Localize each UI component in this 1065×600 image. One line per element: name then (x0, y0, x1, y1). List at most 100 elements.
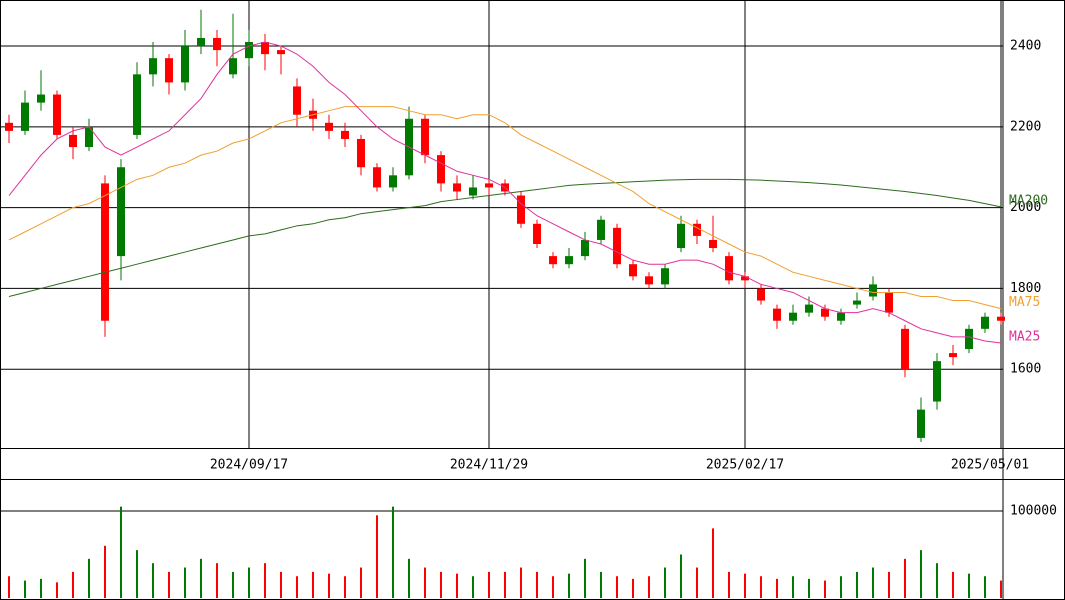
candle-body (213, 37, 221, 51)
candle-body (21, 102, 29, 131)
candle-body (677, 223, 685, 249)
volume-bar (776, 578, 778, 598)
candle-body (421, 118, 429, 156)
volume-bar (648, 576, 650, 598)
candle-body (821, 308, 829, 317)
volume-bar (760, 576, 762, 598)
volume-bar (920, 550, 922, 598)
candle-body (981, 316, 989, 329)
volume-bar (696, 567, 698, 598)
candle-body (757, 288, 765, 301)
volume-bar (840, 576, 842, 598)
candle-body (229, 58, 237, 75)
y-tick-label: 1600 (1010, 362, 1041, 377)
volume-bar (328, 573, 330, 598)
candle-body (357, 138, 365, 168)
volume-bar (872, 567, 874, 598)
candle-body (277, 50, 285, 55)
volume-bar (344, 576, 346, 598)
volume-bar (280, 571, 282, 598)
candle-body (5, 122, 13, 131)
candle-body (533, 223, 541, 244)
candle-body (549, 256, 557, 265)
volume-bar (712, 528, 714, 598)
candle-body (997, 316, 1005, 321)
legend-label: MA25 (1009, 329, 1040, 344)
candle-body (37, 94, 45, 103)
volume-bar (8, 576, 10, 598)
volume-bar (440, 571, 442, 598)
volume-bar (616, 576, 618, 598)
candle-body (389, 175, 397, 188)
volume-bar (472, 576, 474, 598)
candle-body (869, 284, 877, 297)
candle-body (261, 42, 269, 55)
volume-bar (600, 571, 602, 598)
candle-body (101, 183, 109, 321)
volume-bar (312, 571, 314, 598)
ma-line (8, 106, 1002, 310)
candle-body (437, 155, 445, 184)
volume-bar (632, 578, 634, 598)
volume-bar (104, 545, 106, 598)
volume-bar (728, 571, 730, 598)
candle-body (837, 312, 845, 321)
candle-body (245, 42, 253, 59)
candle-body (805, 304, 813, 313)
candle-body (741, 276, 749, 281)
volume-bar (904, 558, 906, 598)
volume-bar (56, 582, 58, 598)
candle-body (117, 167, 125, 257)
volume-bar (184, 567, 186, 598)
volume-bar (520, 567, 522, 598)
candle-body (565, 256, 573, 265)
volume-bar (232, 571, 234, 598)
candle-body (885, 292, 893, 313)
volume-bar (504, 571, 506, 598)
y-tick-label: 2400 (1010, 39, 1041, 54)
volume-bar (376, 515, 378, 598)
y-tick-label: 2200 (1010, 119, 1041, 134)
volume-bar (40, 578, 42, 598)
volume-bar (200, 558, 202, 598)
volume-bar (1000, 580, 1002, 598)
candle-body (149, 58, 157, 75)
candle-body (341, 130, 349, 139)
volume-bar (488, 571, 490, 598)
candle-body (613, 227, 621, 265)
candle-body (325, 122, 333, 131)
x-tick-label: 2025/05/01 (951, 458, 1029, 473)
candle-body (293, 86, 301, 115)
volume-bar (792, 576, 794, 598)
volume-bar (392, 506, 394, 598)
volume-bar (264, 563, 266, 598)
volume-bar (968, 573, 970, 598)
volume-bar (120, 506, 122, 598)
x-tick-label: 2025/02/17 (706, 458, 784, 473)
y-tick-label: 2000 (1010, 200, 1041, 215)
volume-bar (152, 563, 154, 598)
candle-body (453, 183, 461, 192)
candle-body (965, 328, 973, 350)
candle-body (901, 328, 909, 370)
candle-body (917, 409, 925, 438)
volume-bar (952, 571, 954, 598)
candle-body (85, 126, 93, 148)
volume-bar (72, 571, 74, 598)
volume-bar (984, 576, 986, 598)
candle-body (133, 74, 141, 135)
volume-bar (936, 563, 938, 598)
volume-bar (456, 573, 458, 598)
candle-body (69, 134, 77, 148)
candle-body (853, 300, 861, 305)
volume-bar (248, 567, 250, 598)
volume-bar (680, 554, 682, 598)
candle-body (645, 276, 653, 285)
ma-line (8, 178, 1002, 297)
candle-body (725, 256, 733, 281)
volume-bar (856, 571, 858, 598)
volume-bar (568, 573, 570, 598)
ma-line (8, 41, 1002, 344)
candle-body (373, 167, 381, 188)
